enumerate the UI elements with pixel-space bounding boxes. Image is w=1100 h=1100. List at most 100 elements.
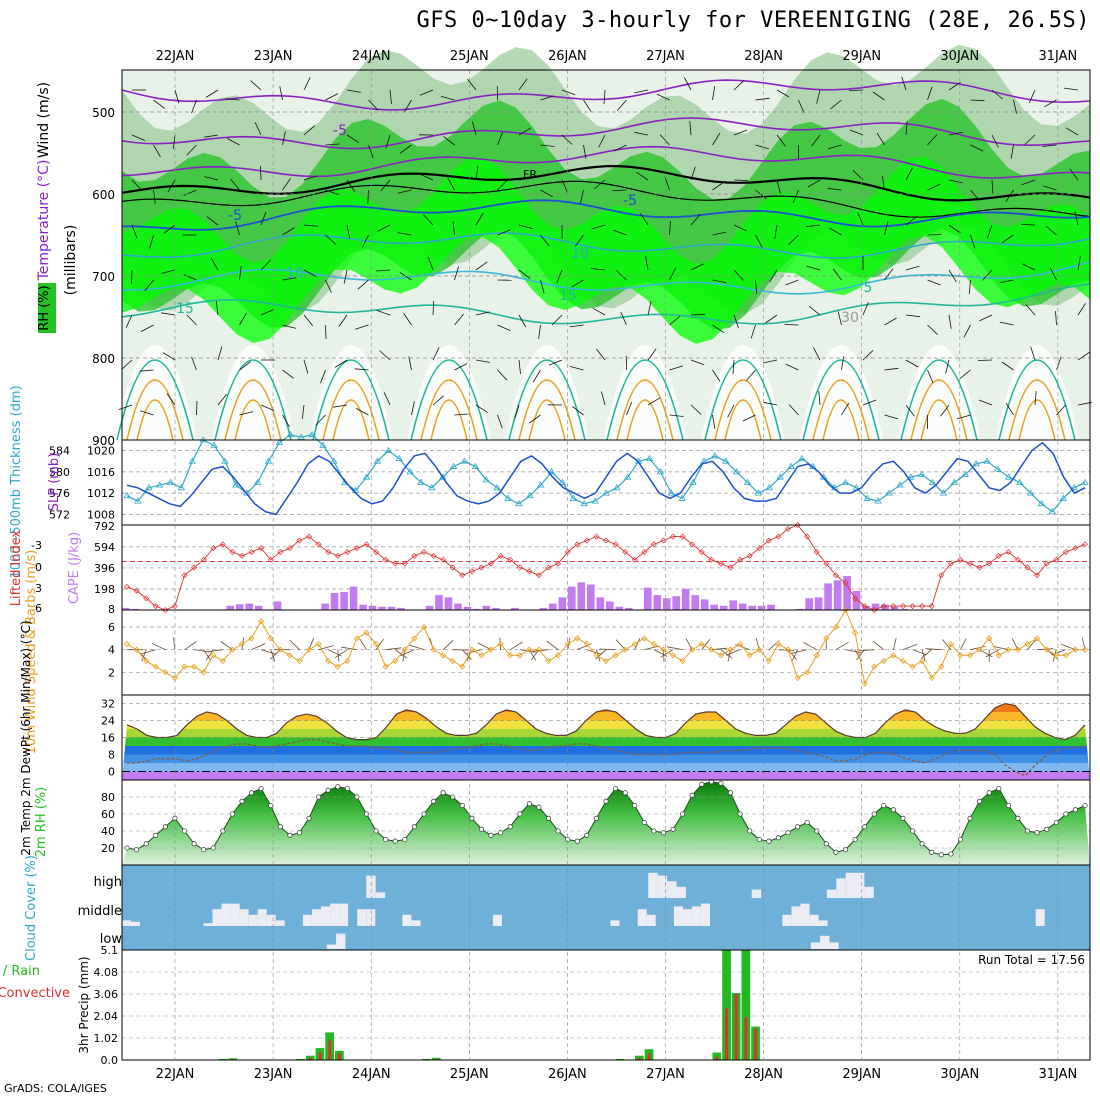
cape-bar (568, 586, 576, 610)
lifted-index-point (717, 560, 724, 567)
cape-bar (681, 588, 690, 611)
cloud-bar-middle (782, 914, 792, 926)
wind-barb (829, 227, 842, 236)
rh-point (699, 781, 705, 787)
wind-speed-point (459, 663, 466, 670)
thickness-point (417, 478, 425, 485)
wind-barb (375, 269, 391, 272)
isotherm-30 (234, 399, 272, 441)
cape-bar (235, 604, 244, 610)
wind-barb (472, 121, 477, 136)
wind-barb (1001, 361, 1014, 371)
thickness-point (711, 452, 719, 459)
wind-barb (1056, 356, 1062, 371)
rh-point (258, 785, 264, 792)
wind-barb (669, 220, 671, 236)
bottom-date-label: 30JAN (940, 1067, 979, 1082)
wind-barb (191, 356, 197, 371)
wind-speed-point (574, 635, 581, 642)
wind-speed-point (813, 652, 820, 659)
thickness-point (210, 441, 218, 448)
cloud-bar-middle (1035, 909, 1045, 926)
wind-barb (282, 227, 295, 236)
lifted-index-point (344, 549, 351, 556)
wind-speed-point (631, 640, 638, 648)
wind-barb (620, 312, 627, 326)
isotherm-25 (616, 379, 674, 441)
rh-point (153, 832, 159, 838)
thickness-point (428, 484, 436, 491)
lifted-index-point (373, 549, 380, 556)
wind-barb (1010, 144, 1014, 159)
lifted-index-point (660, 537, 667, 544)
lifted-index-point (1072, 545, 1079, 552)
wind-barb (239, 361, 251, 371)
cape-bar (549, 603, 557, 610)
wind-barb (153, 189, 156, 204)
cloud-bar-middle (701, 903, 710, 926)
wind-speed-point (401, 646, 408, 653)
wind-barb (927, 279, 941, 286)
rh-point (775, 835, 781, 841)
wind-barb (346, 179, 356, 192)
wind-barb (260, 259, 271, 271)
wind-barb (254, 122, 262, 136)
rh-point (632, 802, 638, 809)
lifted-index-point (928, 603, 935, 610)
wind-barb (131, 179, 142, 191)
wind-barb (325, 279, 332, 293)
wind-barb (399, 144, 412, 154)
rh-point (1015, 815, 1021, 821)
lifted-index-point (708, 556, 715, 563)
rh-point (335, 784, 341, 790)
wind-barb (970, 189, 981, 201)
wind-barb (1024, 134, 1036, 145)
temp-band (122, 763, 1090, 772)
thickness-tick-label: 584 (49, 445, 70, 458)
lifted-tick-label: -3 (31, 539, 42, 552)
wind-barb (690, 263, 704, 271)
thickness-point (896, 481, 904, 488)
wind-speed-point (420, 623, 428, 631)
wind-barb (830, 99, 842, 110)
wind-barb-10m (920, 649, 932, 659)
wind-barb (669, 414, 684, 417)
wind-barb (204, 176, 219, 181)
wind-barb-10m (1027, 639, 1037, 650)
rh-point (1072, 807, 1078, 813)
rh-point (411, 824, 417, 830)
wind10m-axis-label: 10m Wind Speed & Barbs (m/s) (24, 550, 39, 755)
rh-point (268, 802, 274, 809)
cape-bar (558, 597, 567, 611)
cape-bar (757, 605, 766, 611)
wind-barb (569, 366, 584, 371)
wind-barb (1025, 304, 1036, 316)
wind-barb (403, 99, 412, 113)
thickness-point (907, 473, 915, 480)
thickness-point (482, 476, 490, 483)
wind-barb (325, 189, 339, 195)
rh-point (727, 790, 734, 796)
rh-point (1053, 819, 1059, 826)
thickness-point (1015, 478, 1024, 485)
wind-barb (1013, 99, 1017, 114)
rh-point (670, 826, 676, 832)
wind-barb (139, 369, 154, 372)
wind-barb (518, 314, 527, 328)
thickness-point (1081, 478, 1089, 485)
rh-tick-label: 20 (101, 842, 115, 855)
isotherm-line (121, 79, 1091, 111)
top-date-label: 24JAN (352, 49, 391, 64)
wind-barb (301, 404, 305, 419)
wind-speed-point (746, 652, 753, 659)
cloud-bar-high (864, 886, 874, 898)
rh-point (469, 815, 475, 821)
cloud-bar-middle (330, 903, 340, 926)
precip-tick-label: 2.04 (94, 1010, 119, 1023)
precip-convective-bar (725, 1008, 728, 1060)
wind-barb-10m (644, 645, 660, 651)
wind-barb (884, 317, 897, 326)
cloud-bar-low (820, 935, 830, 949)
rh-point (795, 824, 801, 830)
wind-barb (528, 414, 541, 424)
